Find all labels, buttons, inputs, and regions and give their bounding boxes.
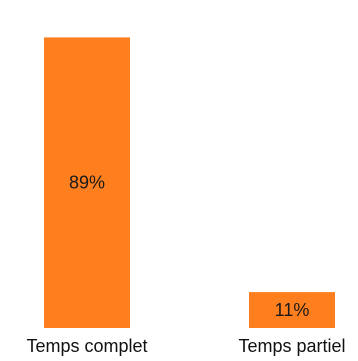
category-label: Temps partiel [238, 336, 345, 356]
data-label: 11% [275, 300, 310, 320]
bars-layer [44, 37, 335, 328]
data-labels-layer: 89% 11% [69, 173, 309, 320]
data-label: 89% [69, 173, 105, 193]
category-label: Temps complet [26, 336, 147, 356]
category-labels-layer: Temps complet Temps partiel [26, 336, 345, 356]
bar-temps-complet [44, 37, 130, 328]
bar-temps-partiel [249, 292, 335, 328]
